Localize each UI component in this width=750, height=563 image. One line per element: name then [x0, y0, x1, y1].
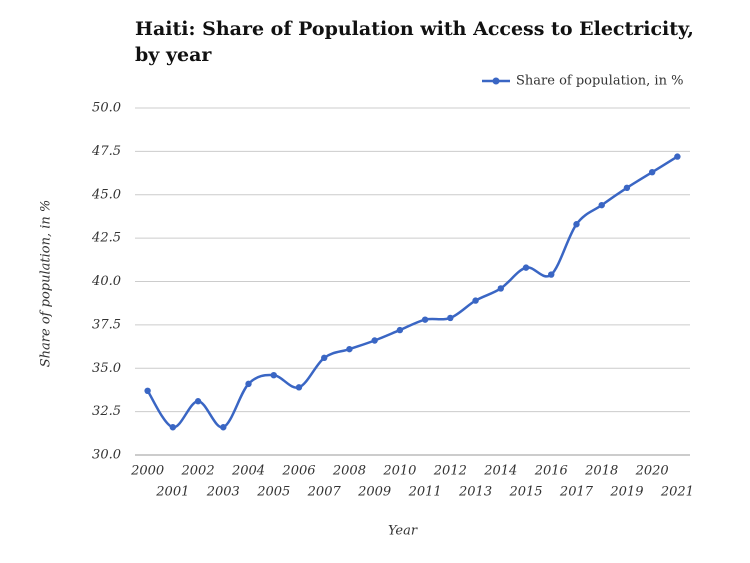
point — [144, 387, 151, 395]
x-tick-label: 2008 — [332, 464, 366, 479]
x-tick-label: 2005 — [256, 485, 290, 500]
y-tick-label: 35.0 — [92, 361, 121, 376]
point — [472, 297, 479, 304]
y-tick-label: 30.0 — [92, 448, 121, 463]
x-tick-label: 2000 — [130, 464, 164, 479]
x-tick-label: 2016 — [534, 464, 568, 479]
x-tick-label: 2012 — [433, 464, 467, 479]
point — [421, 316, 429, 323]
x-tick-label: 2011 — [408, 485, 442, 500]
legend-label: Share of population, in % — [516, 74, 683, 89]
point — [245, 380, 252, 388]
point — [371, 337, 378, 344]
y-tick-label: 32.5 — [92, 404, 121, 419]
x-tick-label: 2003 — [206, 485, 240, 500]
x-tick-label: 2021 — [660, 485, 694, 500]
x-tick-label: 2017 — [559, 485, 594, 500]
x-tick-label: 2020 — [635, 464, 669, 479]
point — [623, 184, 631, 192]
point — [346, 345, 353, 353]
point — [548, 271, 555, 278]
x-axis-label: Year — [388, 524, 418, 539]
x-tick-label: 2014 — [483, 464, 517, 479]
x-tick-label: 2009 — [357, 485, 391, 500]
point — [497, 285, 504, 292]
point — [396, 326, 404, 334]
point — [598, 201, 605, 209]
y-tick-label: 42.5 — [91, 231, 121, 246]
x-tick-label: 2010 — [382, 464, 416, 479]
y-tick-label: 47.5 — [91, 144, 121, 159]
x-tick-label: 2001 — [155, 485, 189, 500]
x-tick-label: 2004 — [231, 464, 265, 479]
x-tick-label: 2013 — [458, 485, 492, 500]
x-tick-label: 2007 — [307, 485, 342, 500]
x-tick-label: 2015 — [508, 485, 542, 500]
y-tick-label: 37.5 — [92, 317, 121, 332]
x-tick-label: 2018 — [584, 464, 618, 479]
y-tick-label: 40.0 — [91, 274, 121, 289]
point — [674, 153, 681, 160]
point — [220, 424, 227, 431]
point — [295, 384, 303, 391]
line — [146, 155, 679, 429]
point — [522, 264, 530, 271]
y-tick-label: 45.0 — [91, 187, 121, 202]
x-tick-label: 2002 — [181, 464, 215, 479]
chart-title: Haiti: Share of Population with Access t… — [135, 18, 694, 66]
point — [447, 314, 454, 322]
x-tick-label: 2019 — [609, 485, 643, 500]
y-tick-label: 50.0 — [92, 101, 121, 116]
y-axis-label: Share of population, in % — [39, 200, 54, 367]
point — [648, 168, 656, 176]
point — [270, 371, 277, 379]
point — [321, 354, 328, 362]
point — [573, 221, 580, 228]
x-tick-label: 2006 — [281, 464, 315, 479]
point — [169, 424, 177, 431]
point — [194, 398, 202, 405]
legend-marker — [492, 77, 500, 85]
